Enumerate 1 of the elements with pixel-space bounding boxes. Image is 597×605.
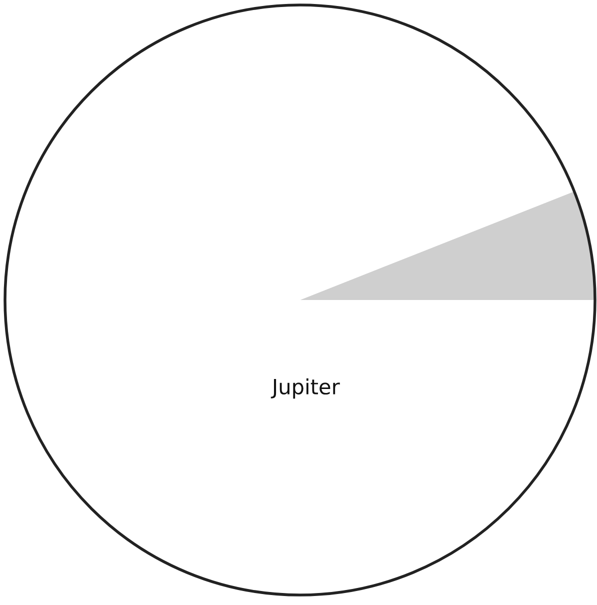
slice-label: Jupiter	[270, 378, 340, 399]
